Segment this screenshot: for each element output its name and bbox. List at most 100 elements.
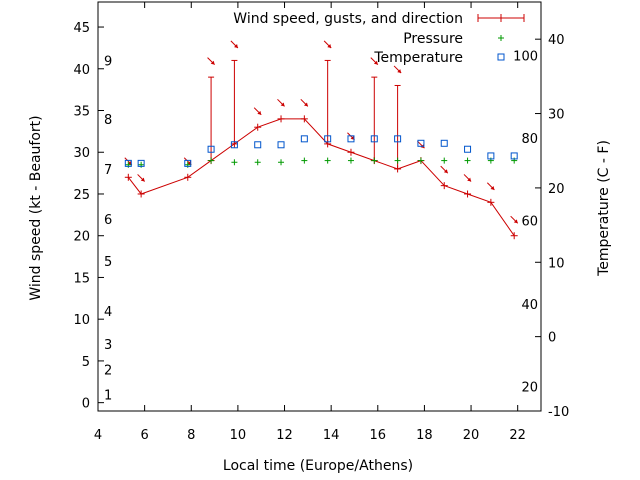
temperature-point xyxy=(137,159,145,167)
wind-point xyxy=(254,123,262,131)
pressure-point xyxy=(301,157,308,164)
pressure-point xyxy=(394,157,401,164)
pressure-point xyxy=(371,157,378,164)
y-tick-label: 30 xyxy=(73,146,90,161)
y-tick-label: 5 xyxy=(82,355,90,370)
temperature-point xyxy=(464,145,472,153)
wind-direction-arrow xyxy=(277,98,285,107)
pressure-point xyxy=(278,159,285,166)
x-tick-label: 22 xyxy=(509,428,526,443)
y-tick-label: 45 xyxy=(73,21,90,36)
x-tick-label: 16 xyxy=(370,428,387,443)
pressure-point xyxy=(441,157,448,164)
wind-point xyxy=(300,115,308,123)
wind-point xyxy=(184,173,192,181)
wind-direction-arrow xyxy=(440,165,449,174)
fahrenheit-label: 100 xyxy=(513,50,538,65)
y2-tick-label: 30 xyxy=(548,108,565,123)
temperature-point xyxy=(124,159,132,167)
temperature-point xyxy=(300,135,308,143)
pressure-point xyxy=(231,159,238,166)
wind-direction-arrow xyxy=(300,98,309,107)
wind-point xyxy=(464,190,472,198)
beaufort-label: 5 xyxy=(104,255,112,270)
wind-direction-arrow xyxy=(207,57,215,66)
pressure-point xyxy=(464,157,471,164)
beaufort-label: 6 xyxy=(104,213,112,228)
wind-direction-arrow xyxy=(417,140,425,149)
temperature-point xyxy=(510,152,518,160)
wind-direction-arrow xyxy=(253,107,262,116)
x-axis-label: Local time (Europe/Athens) xyxy=(223,458,413,474)
legend-label-wind: Wind speed, gusts, and direction xyxy=(233,11,463,27)
y2-tick-label: 0 xyxy=(548,331,556,346)
x-tick-label: 14 xyxy=(323,428,340,443)
arrow-head xyxy=(513,219,518,224)
arrow-head xyxy=(303,102,308,107)
pressure-point xyxy=(254,159,261,166)
y-tick-label: 10 xyxy=(73,313,90,328)
temperature-point xyxy=(230,141,238,149)
arrow-head xyxy=(373,60,378,65)
temperature-point xyxy=(347,135,355,143)
arrow-head xyxy=(467,177,472,182)
y-axis-label: Wind speed (kt - Beaufort) xyxy=(28,115,44,300)
legend-label-pressure: Pressure xyxy=(403,31,463,47)
x-tick-label: 10 xyxy=(230,428,247,443)
wind-direction-arrow xyxy=(230,40,239,49)
wind-point xyxy=(124,173,132,181)
x-tick-label: 8 xyxy=(187,428,195,443)
y2-tick-label: -10 xyxy=(548,405,569,420)
arrow-head xyxy=(210,60,215,65)
temperature-point xyxy=(440,139,448,147)
temperature-point xyxy=(394,135,402,143)
legend: Wind speed, gusts, and direction Pressure… xyxy=(233,11,525,66)
pressure-point xyxy=(417,157,424,164)
x-tick-label: 12 xyxy=(276,428,293,443)
y2-axis-label: Temperature (C - F) xyxy=(596,140,612,277)
wind-point xyxy=(277,115,285,123)
x-tick-label: 4 xyxy=(94,428,102,443)
y-tick-label: 35 xyxy=(73,105,90,120)
fahrenheit-label: 80 xyxy=(521,132,538,147)
temperature-point xyxy=(324,135,332,143)
pressure-point xyxy=(347,157,354,164)
arrow-head xyxy=(234,44,238,48)
arrow-head xyxy=(280,102,285,107)
arrow-head xyxy=(490,185,495,190)
wind-direction-arrow xyxy=(370,57,379,66)
y-tick-label: 40 xyxy=(73,63,90,78)
temperature-point xyxy=(254,141,262,149)
arrow-head xyxy=(140,177,145,182)
x-tick-label: 20 xyxy=(463,428,480,443)
beaufort-label: 8 xyxy=(104,113,112,128)
y2-axis: -10 0 10 20 30 40 20 40 60 80 100 xyxy=(513,33,569,420)
fahrenheit-label: 40 xyxy=(521,298,538,313)
pressure-point xyxy=(324,157,331,164)
wind-point xyxy=(510,232,518,240)
x-tick-label: 18 xyxy=(416,428,433,443)
wind-point xyxy=(394,165,402,173)
legend-temperature-marker xyxy=(497,53,505,61)
y2-tick-label: 40 xyxy=(548,33,565,48)
beaufort-label: 1 xyxy=(104,388,112,403)
wind-direction-arrow xyxy=(463,174,472,182)
beaufort-label: 4 xyxy=(104,305,112,320)
wind-direction-arrow xyxy=(486,182,495,191)
wind-point xyxy=(137,190,145,198)
wind-point xyxy=(487,198,495,206)
y-tick-label: 0 xyxy=(82,397,90,412)
arrow-head xyxy=(397,69,402,74)
wind-direction-arrow xyxy=(510,215,519,224)
wind-direction-arrow xyxy=(323,40,332,49)
arrow-head xyxy=(443,169,448,174)
temperature-point xyxy=(207,145,215,153)
temperature-point xyxy=(184,159,192,167)
plot-frame xyxy=(97,1,542,412)
x-tick-label: 6 xyxy=(140,428,148,443)
temperature-point xyxy=(370,135,378,143)
y-tick-label: 15 xyxy=(73,271,90,286)
wind-point xyxy=(440,182,448,190)
